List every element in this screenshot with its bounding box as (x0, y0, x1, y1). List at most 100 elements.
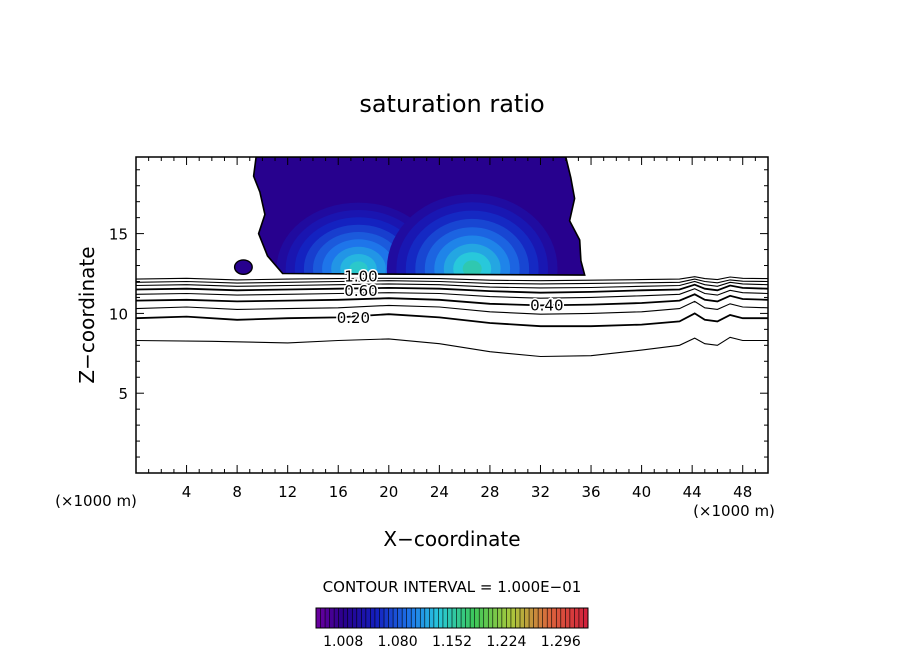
x-tick-label-7: 32 (531, 483, 550, 501)
x-tick-label-0: 4 (182, 483, 192, 501)
colorbar-cell (361, 608, 367, 628)
colorbar-cell (510, 608, 516, 628)
colorbar-cell (356, 608, 362, 628)
colorbar-cell (452, 608, 457, 628)
colorbar-cell (402, 608, 407, 628)
contour-line-2 (136, 300, 768, 315)
colorbar-cell (470, 608, 475, 628)
colorbar-cell (497, 608, 503, 628)
x-tick-label-2: 12 (278, 483, 297, 501)
colorbar-cell (415, 608, 421, 628)
colorbar-cell (529, 608, 534, 628)
colorbar-cell (424, 608, 430, 628)
colorbar-cell (365, 608, 371, 628)
x-tick-label-4: 20 (379, 483, 398, 501)
x-unit-right: (×1000 m) (693, 502, 775, 520)
colorbar-cell (388, 608, 394, 628)
colorbar-cell (565, 608, 571, 628)
colorbar-cell (506, 608, 512, 628)
colorbar-cell (338, 608, 344, 628)
x-tick-label-6: 28 (480, 483, 499, 501)
colorbar-cell (569, 608, 575, 628)
contour-interval-text: CONTOUR INTERVAL = 1.000E−01 (323, 578, 582, 596)
y-tick-label-0: 5 (118, 385, 128, 403)
colorbar-cell (379, 608, 385, 628)
colorbar-labels: 1.008 1.080 1.152 1.224 1.296 (323, 634, 581, 650)
y-axis-label: Z−coordinate (75, 246, 99, 383)
shaded-level-2-9 (462, 260, 482, 276)
x-axis-ticks: 4 8 12 16 20 24 28 32 36 40 44 48 (148, 157, 756, 501)
colorbar-frame (315, 607, 589, 629)
x-tick-label-8: 36 (581, 483, 600, 501)
colorbar-cell (492, 608, 498, 628)
colorbar-cell (542, 608, 548, 628)
colorbar-cell (316, 608, 321, 628)
colorbar-cell (560, 608, 566, 628)
contour-line-3 (136, 293, 768, 307)
x-tick-label-10: 44 (683, 483, 702, 501)
contour-lines (136, 276, 768, 358)
colorbar-cell (325, 608, 330, 628)
contour-line-6 (136, 280, 768, 289)
colorbar-cell (370, 608, 376, 628)
contour-line-8 (136, 276, 768, 282)
colorbar-cell (533, 608, 539, 628)
colorbar-cell (433, 608, 439, 628)
colorbar-cell (501, 608, 507, 628)
contour-line-0 (136, 336, 768, 358)
colorbar-cell (578, 608, 584, 628)
x-tick-label-3: 16 (329, 483, 348, 501)
x-tick-label-1: 8 (232, 483, 242, 501)
colorbar-label-4: 1.296 (541, 634, 581, 650)
colorbar-label-2: 1.152 (432, 634, 472, 650)
colorbar-cell (393, 608, 398, 628)
contour-label-1: 0.40 (530, 296, 563, 314)
colorbar-cell (547, 608, 553, 628)
colorbar-cell (465, 608, 471, 628)
colorbar-cell (411, 608, 417, 628)
colorbar-cell (406, 608, 412, 628)
colorbar-cell (574, 608, 580, 628)
colorbar (315, 607, 589, 629)
colorbar-label-0: 1.008 (323, 634, 363, 650)
colorbar-cell (347, 608, 353, 628)
shaded-region-outline (252, 157, 586, 276)
x-unit-left: (×1000 m) (55, 492, 137, 510)
chart-title: saturation ratio (359, 90, 544, 118)
colorbar-cell (442, 608, 448, 628)
colorbar-cell (538, 608, 543, 628)
colorbar-cell (483, 608, 489, 628)
contour-label-3: 1.00 (344, 268, 377, 286)
colorbar-cell (429, 608, 435, 628)
colorbar-cell (420, 608, 426, 628)
shaded-small-blob (233, 259, 253, 275)
y-axis-ticks: 5 10 15 (109, 169, 768, 458)
colorbar-cell (556, 608, 562, 628)
x-tick-label-5: 24 (430, 483, 449, 501)
colorbar-cell (374, 608, 380, 628)
colorbar-cell (343, 608, 349, 628)
colorbar-cell (320, 608, 326, 628)
colorbar-cell (447, 608, 453, 628)
x-axis-label: X−coordinate (383, 527, 520, 551)
contour-label-0: 0.20 (337, 309, 370, 327)
colorbar-cell (474, 608, 480, 628)
colorbar-label-3: 1.224 (486, 634, 526, 650)
shaded-supersaturation-region (233, 157, 586, 276)
shaded-region-levels (276, 194, 558, 276)
y-tick-label-2: 15 (109, 226, 128, 244)
colorbar-cell (479, 608, 485, 628)
contour-labels: 0.20 0.40 0.601.00 (335, 266, 565, 329)
colorbar-cell (461, 608, 466, 628)
colorbar-cell (524, 608, 530, 628)
colorbar-cell (456, 608, 462, 628)
shaded-level-1-9 (349, 261, 368, 276)
colorbar-cell (438, 608, 444, 628)
contour-line-4 (136, 288, 768, 299)
colorbar-cell (352, 608, 358, 628)
colorbar-cell (334, 608, 339, 628)
colorbar-label-1: 1.080 (378, 634, 418, 650)
colorbar-cell (488, 608, 494, 628)
x-tick-label-9: 40 (632, 483, 651, 501)
